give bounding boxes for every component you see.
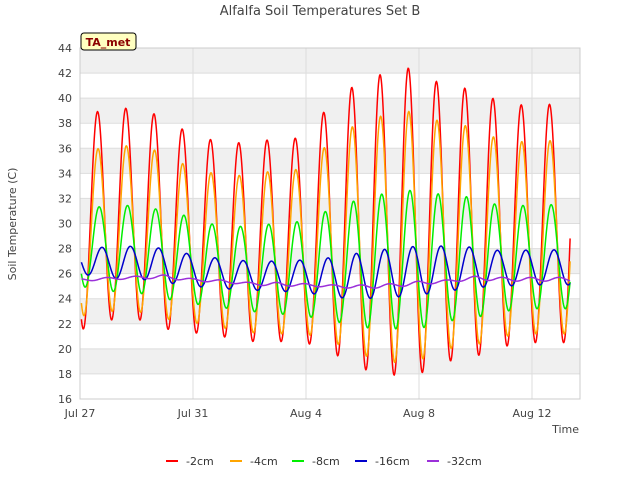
y-tick-label: 42 — [58, 67, 72, 80]
legend-label: -2cm — [186, 455, 214, 468]
plot-band — [80, 373, 580, 399]
y-tick-label: 22 — [58, 318, 72, 331]
plot-band — [80, 298, 580, 324]
plot-frame — [79, 47, 581, 400]
y-tick-label: 34 — [58, 167, 72, 180]
x-axis-ticks: Jul 27 Jul 31 Aug 4 Aug 8 Aug 12 — [64, 407, 552, 420]
x-axis-label: Time — [551, 423, 579, 436]
legend-label: -32cm — [447, 455, 482, 468]
y-tick-label: 18 — [58, 368, 72, 381]
y-axis-ticks: 16 18 20 22 24 26 28 30 32 34 36 38 40 42 44 — [58, 42, 72, 406]
y-tick-label: 26 — [58, 268, 72, 281]
legend-label: -4cm — [250, 455, 278, 468]
station-tag-box — [80, 32, 137, 51]
x-tick-label: Jul 31 — [177, 407, 209, 420]
legend-label: -8cm — [312, 455, 340, 468]
y-tick-label: 20 — [58, 343, 72, 356]
chart-title: Alfalfa Soil Temperatures Set B — [220, 4, 421, 19]
x-tick-label: Aug 4 — [290, 407, 322, 420]
y-tick-label: 44 — [58, 42, 72, 55]
y-tick-label: 24 — [58, 293, 72, 306]
legend-label: -16cm — [375, 455, 410, 468]
x-tick-label: Aug 8 — [403, 407, 435, 420]
series-line-minus-32cm — [81, 274, 571, 289]
station-tag: TA_met — [80, 32, 137, 51]
y-tick-label: 32 — [58, 192, 72, 205]
plot-band — [80, 98, 580, 124]
series-line-minus-16cm — [80, 245, 571, 300]
plot-band — [80, 123, 580, 149]
y-tick-label: 16 — [58, 393, 72, 406]
legend: -2cm -4cm -8cm -16cm -32cm — [166, 455, 482, 468]
y-tick-label: 40 — [58, 92, 72, 105]
station-tag-label: TA_met — [86, 36, 131, 49]
y-tick-label: 30 — [58, 218, 72, 231]
y-tick-label: 28 — [58, 243, 72, 256]
plot-band — [80, 348, 580, 374]
y-tick-label: 38 — [58, 117, 72, 130]
plot-band — [80, 48, 580, 74]
plot-band — [80, 323, 580, 349]
y-tick-label: 36 — [58, 142, 72, 155]
y-axis-label: Soil Temperature (C) — [6, 168, 19, 281]
series-lines — [80, 67, 571, 377]
x-tick-label: Jul 27 — [64, 407, 96, 420]
plot-band — [80, 73, 580, 99]
x-tick-label: Aug 12 — [512, 407, 551, 420]
